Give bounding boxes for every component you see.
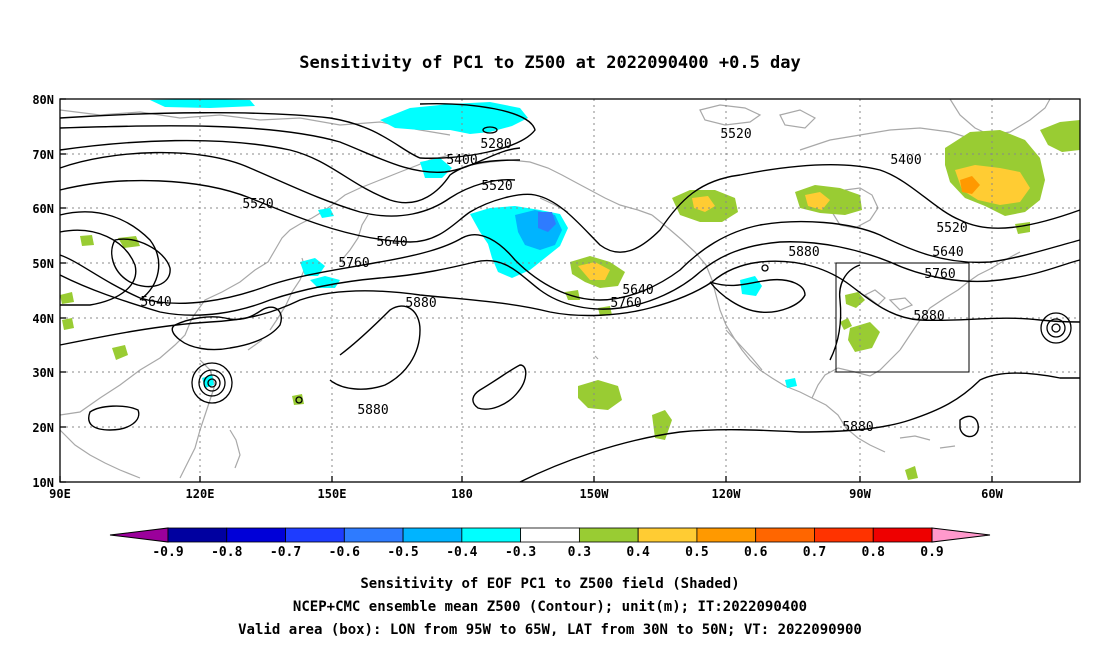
colorbar-tick-label: 0.3 (568, 545, 591, 560)
colorbar-swatch (578, 527, 639, 543)
lon-label: 60W (981, 487, 1003, 501)
colorbar-swatch (637, 527, 698, 543)
latitude-labels: 80N 70N 60N 50N 40N 30N 20N 10N (32, 93, 54, 490)
lon-label: 150E (318, 487, 347, 501)
colorbar-swatch (343, 527, 404, 543)
colorbar-tick-label: 0.5 (685, 545, 708, 560)
colorbar-swatch (520, 527, 580, 543)
contour-label: 5760 (338, 256, 369, 271)
lat-label: 80N (32, 93, 54, 107)
contour-label: 5880 (913, 309, 944, 324)
lat-label: 10N (32, 476, 54, 490)
lon-label: 120E (186, 487, 215, 501)
lat-label: 60N (32, 202, 54, 216)
contour-label: 5760 (610, 296, 641, 311)
lat-label: 30N (32, 366, 54, 380)
contour-label: 5880 (357, 403, 388, 418)
contour-label: 5880 (788, 245, 819, 260)
lon-label: 90W (849, 487, 871, 501)
figure-title: Sensitivity of PC1 to Z500 at 2022090400… (299, 53, 801, 73)
colorbar-swatch (814, 527, 874, 543)
contour-label: 5640 (932, 245, 963, 260)
lat-label: 40N (32, 312, 54, 326)
caption-line-2: NCEP+CMC ensemble mean Z500 (Contour); u… (293, 599, 807, 615)
lon-label: 120W (712, 487, 742, 501)
tick-marks (59, 98, 993, 483)
grid (60, 99, 1080, 482)
colorbar-swatch (402, 527, 463, 543)
contour-label: 5400 (446, 153, 477, 168)
colorbar-tick-label: -0.3 (505, 545, 536, 560)
lon-label: 90E (49, 487, 71, 501)
contour-label: 5880 (842, 420, 873, 435)
contour-label: 5400 (890, 153, 921, 168)
colorbar-swatch (755, 527, 815, 543)
contour-label: 5520 (242, 197, 273, 212)
contour-label: 5760 (924, 267, 955, 282)
colorbar-swatch (696, 527, 757, 543)
colorbar-swatch (461, 527, 522, 543)
colorbar-tick-label: -0.5 (387, 545, 418, 560)
contour-labels: 5280 5400 5520 5520 5520 5640 5760 5640 … (140, 127, 967, 435)
colorbar-swatch (872, 527, 933, 543)
colorbar: -0.9 -0.8 -0.7 -0.6 -0.5 -0.4 -0.3 0.3 0.4 0.5 0.6… (109, 527, 991, 560)
colorbar-tick-label: -0.6 (329, 545, 360, 560)
colorbar-end-left (109, 527, 169, 543)
contour-label: 5640 (140, 295, 171, 310)
colorbar-tick-label: 0.9 (920, 545, 943, 560)
lat-label: 70N (32, 148, 54, 162)
colorbar-tick-label: -0.8 (211, 545, 242, 560)
map-panel: 5280 5400 5520 5520 5520 5640 5760 5640 … (59, 98, 1081, 483)
colorbar-end-right (931, 527, 991, 543)
longitude-labels: 90E 120E 150E 180 150W 120W 90W 60W (49, 487, 1003, 501)
contour-label: 5520 (936, 221, 967, 236)
contour-label: 5520 (481, 179, 512, 194)
contour-label: 5640 (376, 235, 407, 250)
colorbar-tick-label: 0.6 (744, 545, 768, 560)
colorbar-swatch (167, 527, 228, 543)
colorbar-tick-label: -0.4 (446, 545, 477, 560)
colorbar-tick-label: 0.4 (626, 545, 650, 560)
colorbar-tick-label: -0.7 (270, 545, 301, 560)
colorbar-tick-label: -0.9 (152, 545, 183, 560)
contour-label: 5280 (480, 137, 511, 152)
map-frame (59, 98, 1081, 483)
lon-label: 150W (580, 487, 610, 501)
colorbar-tick-label: 0.7 (803, 545, 826, 560)
closed-low-markers (191, 126, 1072, 404)
valid-area-box (835, 262, 970, 373)
contour-label: 5640 (622, 283, 653, 298)
lon-label: 180 (451, 487, 473, 501)
lat-label: 50N (32, 257, 54, 271)
contour-label: 5880 (405, 296, 436, 311)
colorbar-tick-label: 0.8 (861, 545, 885, 560)
colorbar-swatch (285, 527, 345, 543)
lat-label: 20N (32, 421, 54, 435)
colorbar-swatch (226, 527, 286, 543)
contour-label: 5520 (720, 127, 751, 142)
z500-contours (59, 103, 1081, 483)
caption-line-3: Valid area (box): LON from 95W to 65W, L… (238, 622, 862, 638)
caption-line-1: Sensitivity of EOF PC1 to Z500 field (Sh… (360, 576, 739, 592)
